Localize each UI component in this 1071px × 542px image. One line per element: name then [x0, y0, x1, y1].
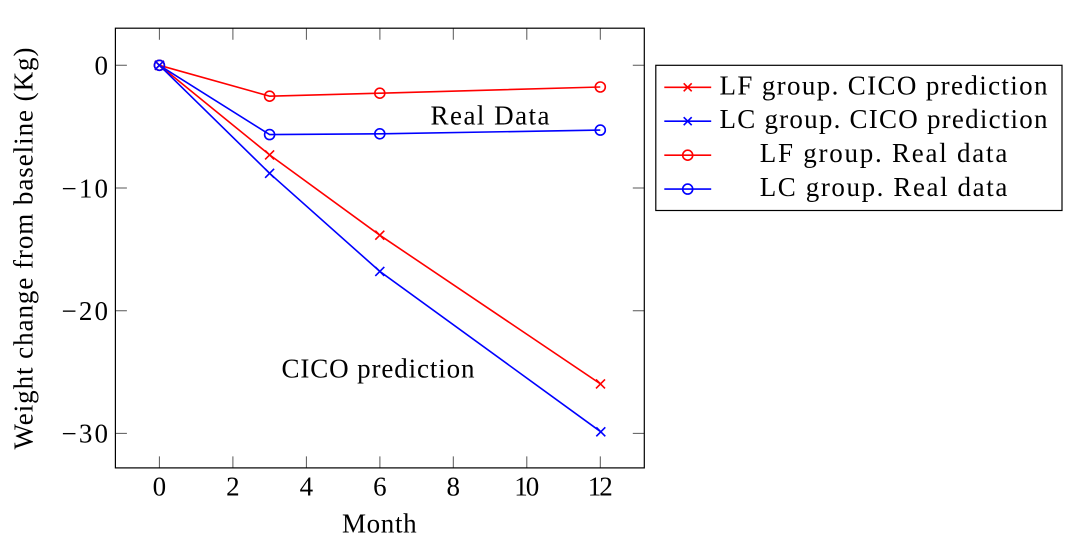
- svg-text:LF group. Real data: LF group. Real data: [760, 138, 1008, 168]
- svg-text:0: 0: [95, 51, 109, 81]
- svg-text:LF group. CICO prediction: LF group. CICO prediction: [720, 70, 1049, 100]
- svg-text:10: 10: [514, 472, 539, 502]
- svg-text:−30: −30: [62, 419, 109, 449]
- svg-text:Weight change from baseline (K: Weight change from baseline (Kg): [9, 48, 39, 450]
- svg-text:−20: −20: [62, 296, 109, 326]
- svg-text:0: 0: [153, 472, 167, 502]
- svg-text:Month: Month: [342, 509, 417, 539]
- svg-text:CICO prediction: CICO prediction: [282, 354, 476, 384]
- svg-text:4: 4: [300, 472, 314, 502]
- svg-text:Real Data: Real Data: [431, 100, 550, 130]
- svg-text:2: 2: [226, 472, 240, 502]
- svg-text:−10: −10: [62, 173, 109, 203]
- svg-text:8: 8: [447, 472, 461, 502]
- svg-text:6: 6: [373, 472, 387, 502]
- svg-text:LC group. CICO prediction: LC group. CICO prediction: [720, 104, 1049, 134]
- svg-text:12: 12: [588, 472, 613, 502]
